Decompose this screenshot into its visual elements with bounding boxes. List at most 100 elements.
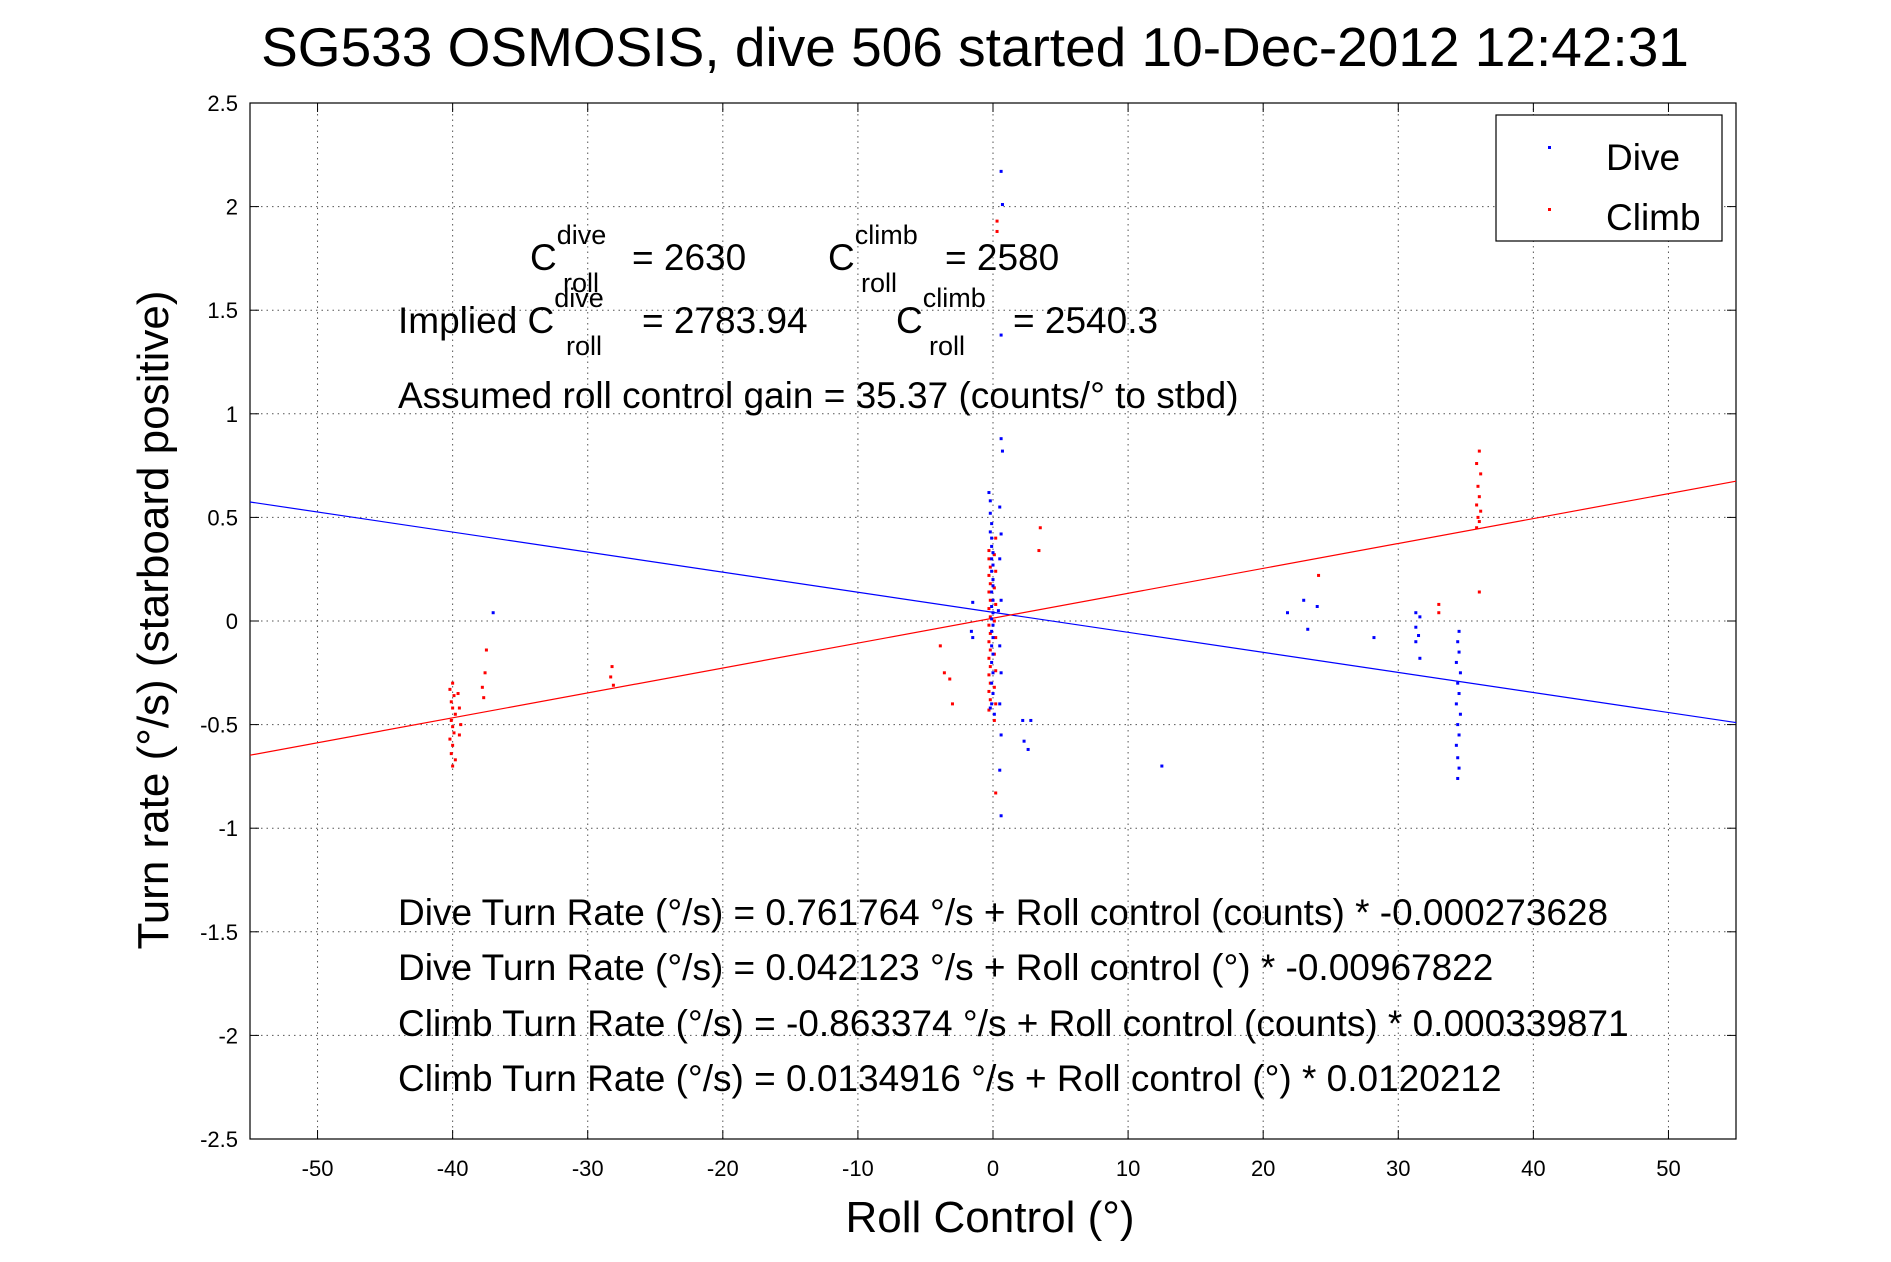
dive-point [990, 660, 994, 664]
climb-point [994, 602, 998, 606]
dive-point [1029, 718, 1033, 722]
dive-point [1285, 611, 1289, 615]
dive-point [990, 590, 994, 594]
climb-point [942, 671, 946, 675]
dive-point [991, 578, 995, 582]
dive-point [1456, 776, 1460, 780]
y-axis-label: Turn rate (°/s) (starboard positive) [129, 290, 178, 949]
climb-point [449, 752, 453, 756]
climb-point [452, 694, 456, 698]
climb-point [988, 631, 992, 635]
dive-point [990, 617, 994, 621]
implied-dive-sup: dive [554, 283, 604, 313]
equation-line: Climb Turn Rate (°/s) = 0.0134916 °/s + … [398, 1058, 1502, 1099]
implied-climb-sup: climb [923, 283, 986, 313]
x-tick-label: -50 [302, 1156, 334, 1181]
dive-point [1456, 723, 1460, 727]
dive-point [991, 671, 995, 675]
climb-point [1437, 611, 1441, 615]
climb-point [451, 706, 455, 710]
dive-point [1458, 671, 1462, 675]
dive-point [992, 712, 996, 716]
climb-point [451, 725, 455, 729]
implied-dive-value: = 2783.94 [642, 300, 808, 341]
chart-title: SG533 OSMOSIS, dive 506 started 10-Dec-2… [261, 16, 1689, 78]
x-tick-label: -20 [707, 1156, 739, 1181]
dive-point [990, 536, 994, 540]
dive-point [1021, 718, 1025, 722]
c-roll-climb-sub: roll [861, 268, 897, 298]
climb-point [1477, 495, 1481, 499]
dive-point [991, 692, 995, 696]
climb-point [449, 718, 453, 722]
dive-point [991, 551, 995, 555]
c-roll-dive-sub: roll [563, 268, 599, 298]
climb-point [1037, 549, 1041, 553]
climb-point [1437, 602, 1441, 606]
dive-point [1418, 615, 1422, 619]
c-roll-dive-base: C [530, 237, 557, 278]
y-tick-label: -2 [218, 1023, 238, 1048]
climb-point [995, 219, 999, 223]
x-tick-label: -40 [437, 1156, 469, 1181]
dive-point [1454, 702, 1458, 706]
equation-line: Dive Turn Rate (°/s) = 0.042123 °/s + Ro… [398, 947, 1493, 988]
dive-point [1306, 627, 1310, 631]
climb-point [950, 702, 954, 706]
y-tick-label: -1.5 [200, 920, 238, 945]
climb-point [987, 673, 991, 677]
climb-point [611, 683, 615, 687]
dive-point [1458, 712, 1462, 716]
climb-point [448, 687, 452, 691]
climb-point [448, 737, 452, 741]
x-tick-label: 30 [1386, 1156, 1410, 1181]
dive-point [998, 768, 1002, 772]
climb-point [1477, 520, 1481, 524]
dive-point [969, 629, 973, 633]
dive-point [990, 644, 994, 648]
climb-point [484, 648, 488, 652]
x-tick-label: -30 [572, 1156, 604, 1181]
dive-point [1315, 604, 1319, 608]
climb-point [456, 692, 460, 696]
climb-point [988, 698, 992, 702]
dive-point [1026, 747, 1030, 751]
y-tick-label: 1 [226, 402, 238, 427]
dive-point [491, 611, 495, 615]
x-tick-label: -10 [842, 1156, 874, 1181]
dive-point [998, 702, 1002, 706]
climb-point [609, 675, 613, 679]
climb-point [482, 696, 486, 700]
dive-point [998, 557, 1002, 561]
y-tick-label: -0.5 [200, 713, 238, 738]
climb-point [610, 665, 614, 669]
implied-prefix: Implied C [398, 300, 554, 341]
equation-line: Climb Turn Rate (°/s) = -0.863374 °/s + … [398, 1003, 1629, 1044]
x-tick-labels: -50 -40 -30 -20 -10 0 10 20 30 40 50 [302, 1156, 1681, 1181]
dive-point [991, 652, 995, 656]
dive-point [999, 598, 1003, 602]
dive-point [990, 569, 994, 573]
dive-point [991, 636, 995, 640]
c-roll-dive-value: = 2630 [632, 237, 746, 278]
dive-point [1457, 766, 1461, 770]
dive-point [999, 532, 1003, 536]
dive-point [990, 544, 994, 548]
climb-point [987, 656, 991, 660]
legend: Dive Climb [1495, 114, 1723, 242]
climb-point [988, 582, 992, 586]
x-tick-label: 10 [1116, 1156, 1140, 1181]
climb-point [459, 723, 463, 727]
climb-point [992, 553, 996, 557]
data-points [448, 169, 1483, 818]
dive-point [999, 814, 1003, 818]
dive-point [996, 609, 1000, 613]
climb-point [1475, 526, 1479, 530]
climb-point [987, 623, 991, 627]
dive-point [1454, 660, 1458, 664]
climb-point [987, 640, 991, 644]
y-tick-label: -1 [218, 816, 238, 841]
climb-point [1475, 462, 1479, 466]
dive-point [998, 644, 1002, 648]
